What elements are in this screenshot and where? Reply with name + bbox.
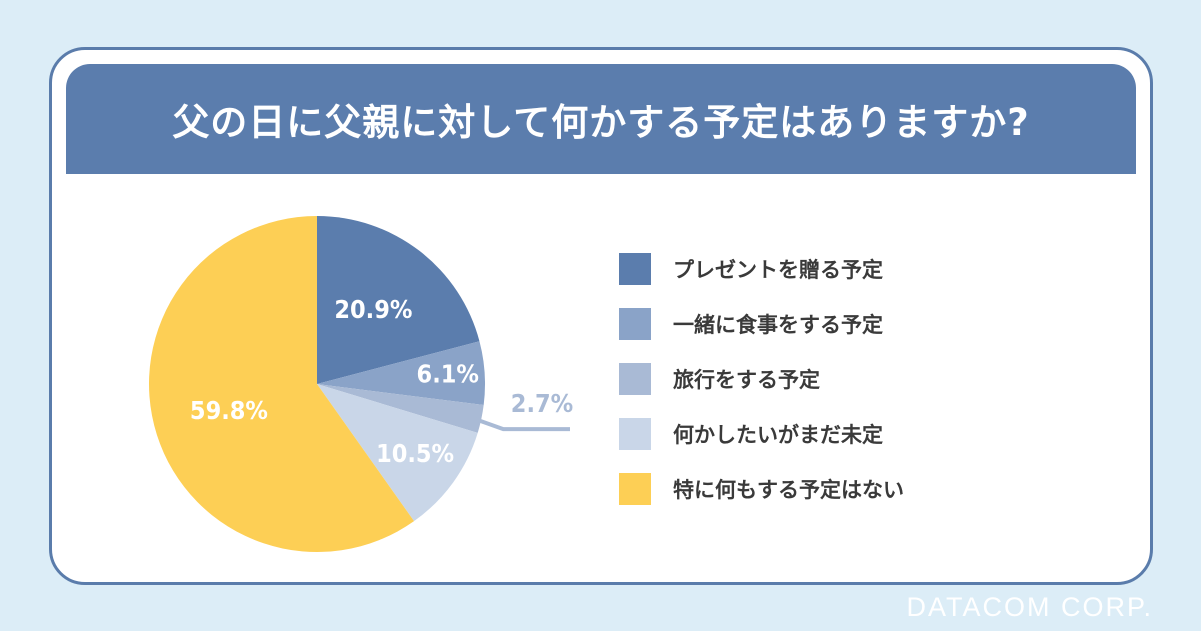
legend-label: プレゼントを贈る予定 [673,257,883,282]
slice-value-label: 10.5% [376,439,454,468]
legend: プレゼントを贈る予定 一緒に食事をする予定 旅行をする予定何かしたいがまだ未定 特に何… [619,252,1039,527]
legend-swatch [619,472,651,505]
callout-line [474,417,570,432]
pie-slice [149,216,415,552]
legend-swatch [619,362,651,395]
slice-value-label: 2.7% [511,389,573,418]
legend-item: 一緒に食事をする予定 [619,307,1039,340]
company-footer: DATACOM CORP. [906,592,1153,622]
slice-value-label: 6.1% [417,359,479,388]
legend-swatch [619,417,651,450]
title-bar: 父の日に父親に対して何かする予定はありますか? [66,64,1136,174]
pie-slice [317,216,480,384]
slice-value-label: 59.8% [190,396,268,425]
legend-label: 何かしたいがまだ未定 [673,422,883,447]
chart-title: 父の日に父親に対して何かする予定はありますか? [172,101,1030,144]
pie-slice [317,384,478,522]
legend-item: 旅行をする予定 [619,362,1039,395]
legend-label: 旅行をする予定 [673,367,820,392]
slice-value-label: 20.9% [334,295,412,324]
legend-item: 何かしたいがまだ未定 [619,417,1039,450]
legend-swatch [619,307,651,340]
legend-swatch [619,252,651,285]
legend-item: 特に何もする予定はない [619,472,1039,505]
pie-slice [317,384,484,433]
legend-item: プレゼントを贈る予定 [619,252,1039,285]
pie-slice [317,341,485,406]
legend-label: 一緒に食事をする予定 [673,312,883,337]
legend-label: 特に何もする予定はない [673,477,904,502]
